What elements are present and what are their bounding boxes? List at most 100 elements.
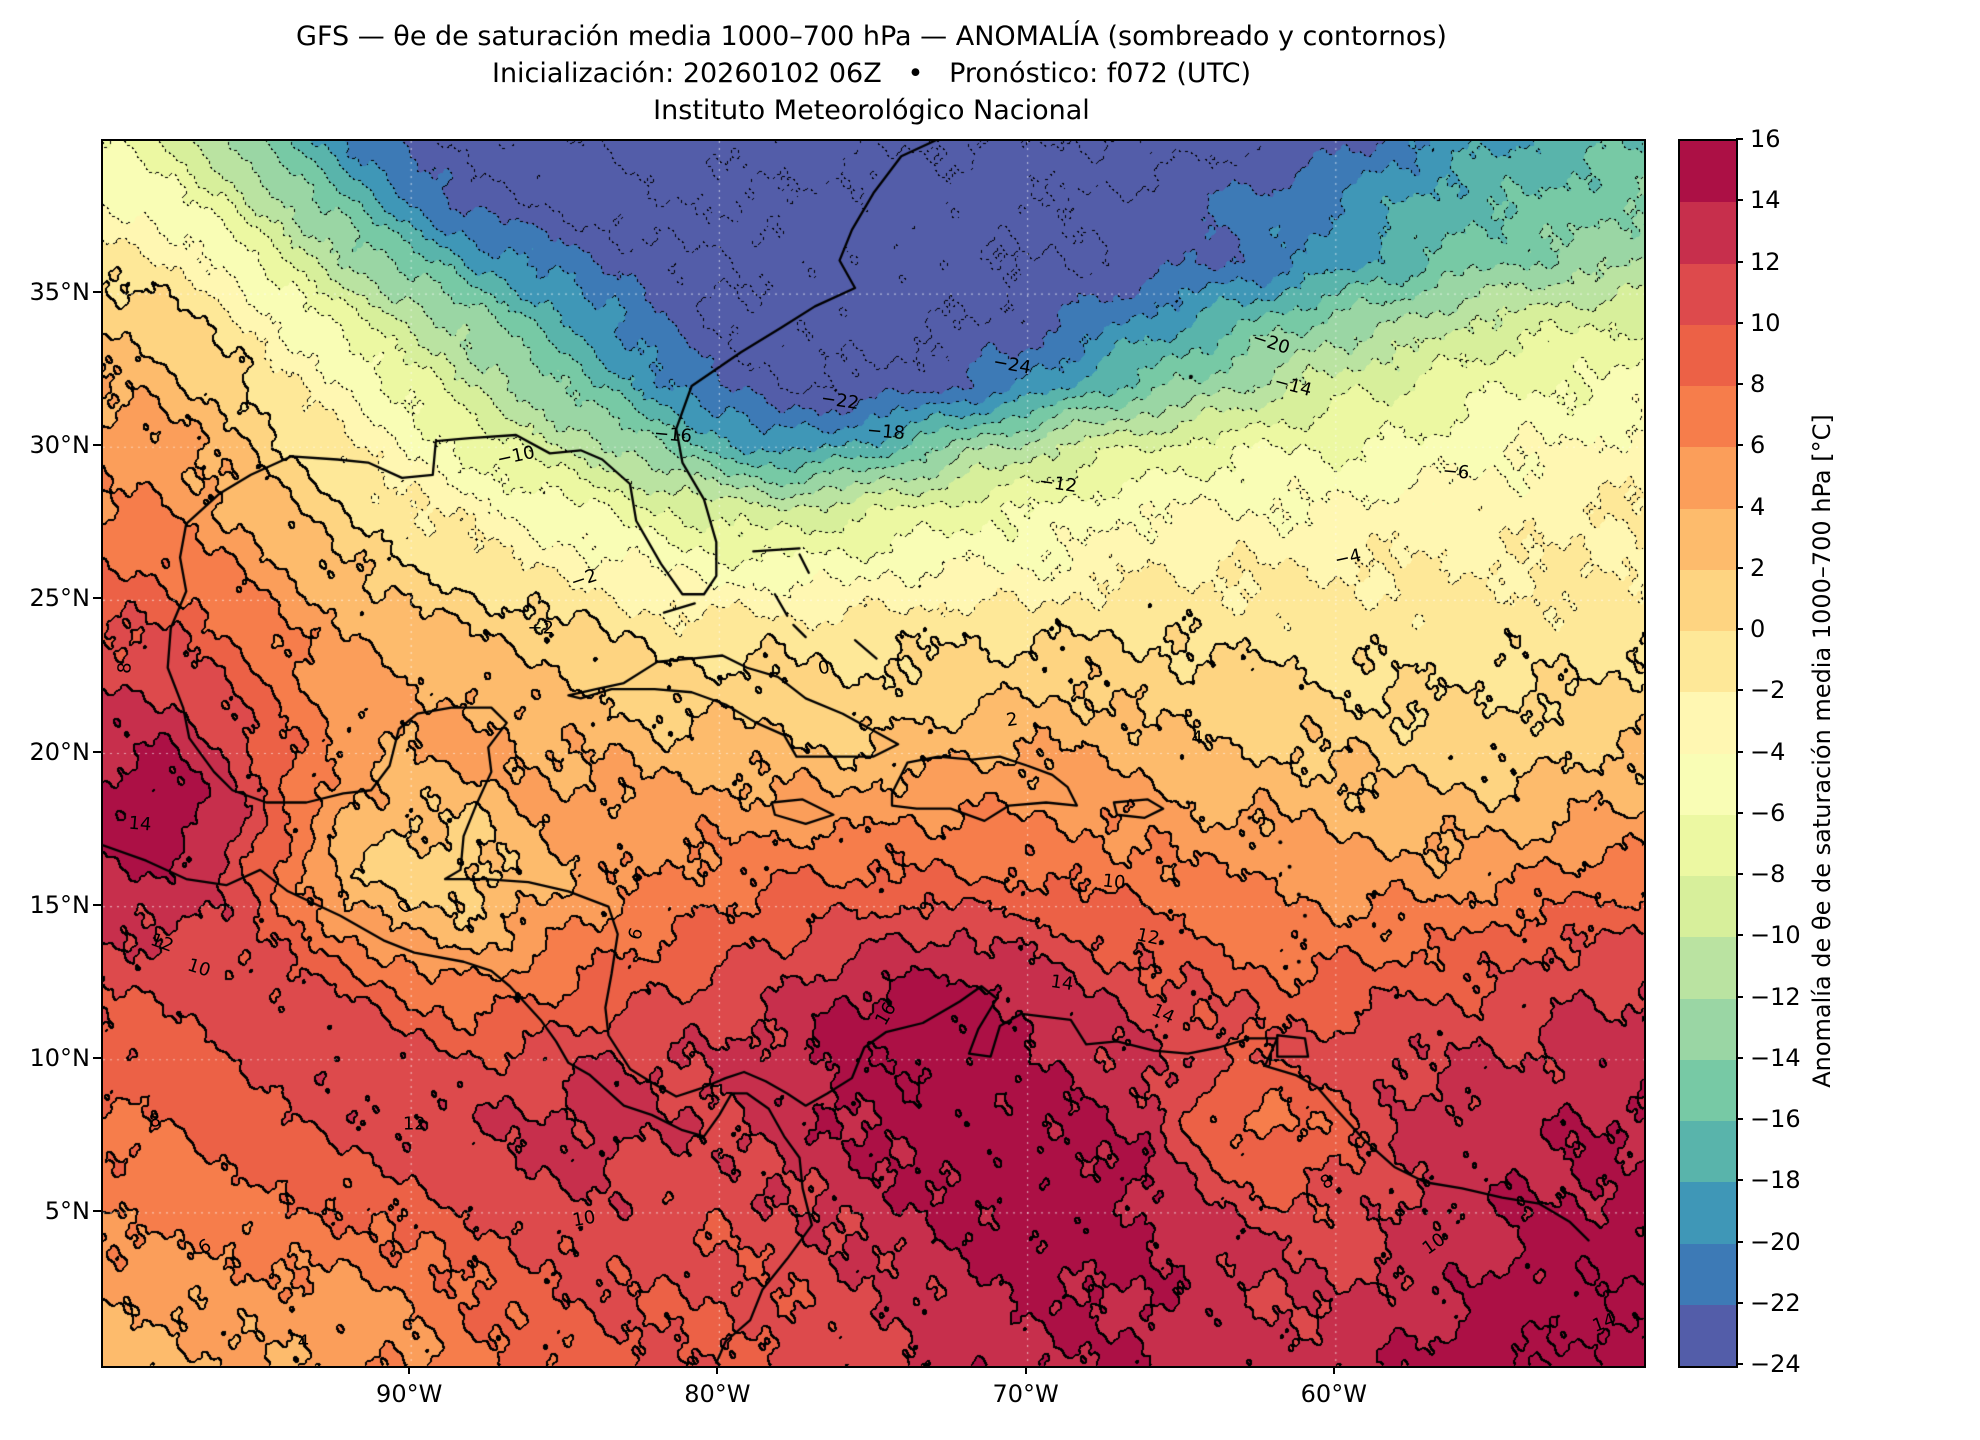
y-axis-tick-mark [93,1209,101,1212]
colorbar-tick-mark [1736,1179,1743,1182]
y-axis-tick-mark [93,903,101,906]
colorbar-band [1680,508,1736,570]
colorbar-tick-mark [1736,383,1743,385]
map-plot-area: −24 −22 −20 −18 −16 −14 −12 −10 −6 −4 −2 −2 0 2 4 0 6 10 1… [101,139,1646,1368]
colorbar-tick-label: −2 [1750,676,1786,705]
colorbar-band [1680,753,1736,815]
colorbar-tick-label: 2 [1750,553,1766,582]
colorbar-tick-label: −6 [1750,798,1786,827]
contour-label: −16 [653,422,693,448]
map-canvas [103,141,1644,1366]
colorbar-tick-mark [1736,566,1743,569]
colorbar-tick-mark [1736,321,1743,324]
colorbar-tick-mark [1736,260,1743,263]
colorbar-band [1680,447,1736,509]
y-axis-tick-label: 15°N [29,890,91,919]
chart-institution: Instituto Meteorológico Nacional [653,95,1090,126]
colorbar-label: Anomalía de θe de saturación media 1000–… [1808,414,1836,1088]
colorbar-tick-mark [1736,138,1743,140]
contour-label: 16 [870,998,901,1029]
contour-label: 8 [147,1109,163,1133]
colorbar-band [1680,631,1736,693]
colorbar-tick-mark [1736,199,1743,202]
y-axis-tick-mark [93,1056,101,1059]
contour-label: −10 [495,442,537,471]
contour-label: 14 [127,812,153,836]
colorbar-tick-mark [1736,1363,1743,1365]
colorbar-tick-mark [1736,934,1743,937]
y-axis-tick-label: 20°N [29,737,91,766]
colorbar-tick-label: −24 [1750,1350,1801,1378]
x-axis-tick-label: 80°W [684,1380,751,1408]
contour-label: 10 [1101,870,1127,894]
x-axis-tick-label: 60°W [1300,1380,1367,1408]
colorbar-tick-mark [1736,1301,1743,1304]
colorbar-band [1680,998,1736,1060]
colorbar-band [1680,263,1736,325]
colorbar-tick-label: −18 [1750,1166,1801,1195]
contour-label: 12 [402,1113,426,1135]
x-axis-tick-label: 90°W [376,1380,443,1408]
colorbar-band [1680,876,1736,938]
contour-label: 0 [393,895,417,918]
x-axis-tick-mark [1024,1366,1027,1374]
colorbar-band [1680,1243,1736,1305]
y-axis-tick-mark [93,597,101,600]
y-axis-tick-label: 5°N [44,1196,90,1225]
contour-label: −18 [865,419,906,445]
colorbar-band [1680,1121,1736,1183]
y-axis-tick-label: 25°N [29,584,91,613]
contour-label: −22 [819,388,860,415]
x-axis-tick-mark [1332,1366,1335,1374]
colorbar-band [1680,937,1736,999]
colorbar-tick-label: 0 [1750,615,1766,643]
colorbar-tick-mark [1736,444,1743,447]
contour-label: 4 [1191,727,1203,749]
contour-label: 4 [297,1331,310,1352]
colorbar-tick-label: −12 [1750,982,1801,1011]
colorbar-tick-label: −16 [1750,1105,1801,1133]
contour-label: 10 [184,954,213,982]
contour-label: 6 [194,1234,215,1259]
contour-label: 14 [1048,971,1075,996]
colorbar-tick-mark [1736,811,1743,814]
contour-label: −20 [1249,327,1293,359]
contour-label: 6 [624,925,648,943]
colorbar-band [1680,1304,1736,1366]
chart-subtitle: Inicialización: 20260102 06Z • Pronóstic… [491,58,1251,89]
colorbar-tick-label: −4 [1750,737,1786,766]
colorbar-tick-mark [1736,995,1743,998]
colorbar-tick-label: 4 [1750,492,1766,521]
colorbar-tick-mark [1736,505,1743,508]
contour-label: 14 [1148,999,1179,1029]
y-axis-tick-mark [93,750,101,753]
colorbar-tick-label: 12 [1750,247,1781,276]
contour-label: −24 [991,350,1033,379]
contour-label: 10 [1419,1228,1450,1259]
colorbar-tick-label: 8 [1750,370,1766,398]
colorbar-tick-label: 16 [1750,125,1781,153]
contour-label: −6 [1441,460,1471,484]
contour-label: −2 [567,564,600,594]
colorbar-band [1680,386,1736,448]
x-axis-tick-label: 70°W [992,1380,1059,1408]
colorbar-band [1680,202,1736,264]
colorbar-tick-mark [1736,1240,1743,1243]
x-axis-tick-mark [408,1366,411,1374]
colorbar-tick-label: 14 [1750,186,1781,215]
colorbar-band [1680,1059,1736,1121]
colorbar-tick-label: 10 [1750,308,1781,337]
contour-label: 10 [570,1206,597,1232]
contour-label: 12 [147,929,176,958]
contour-label: 14 [1589,1309,1619,1337]
colorbar-tick-mark [1736,750,1743,753]
colorbar-tick-label: −8 [1750,860,1786,888]
colorbar-tick-label: −20 [1750,1227,1801,1256]
contour-label: 12 [1134,924,1162,950]
colorbar-tick-label: −22 [1750,1288,1801,1317]
colorbar-tick-mark [1736,628,1743,630]
contour-label: −14 [1271,370,1314,402]
colorbar-tick-mark [1736,689,1743,692]
contour-label: −2 [527,617,554,639]
